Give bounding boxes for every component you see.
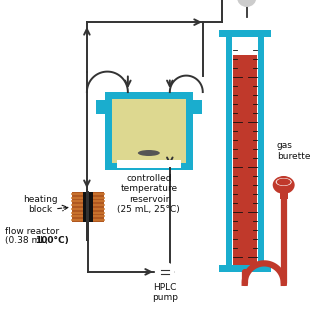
Circle shape	[238, 0, 256, 6]
Bar	[117, 160, 181, 168]
Ellipse shape	[274, 177, 294, 193]
Bar	[219, 265, 271, 272]
Bar	[112, 99, 186, 163]
Text: 100°C): 100°C)	[35, 236, 69, 245]
Text: gas
burette: gas burette	[277, 141, 310, 161]
Text: (0.38 mL,: (0.38 mL,	[5, 236, 51, 245]
Bar	[258, 37, 264, 265]
Bar	[219, 30, 271, 37]
Bar	[226, 37, 232, 265]
Text: flow reactor: flow reactor	[5, 227, 59, 236]
Text: controlled
temperature
reservoir
(25 mL, 25°C): controlled temperature reservoir (25 mL,…	[117, 174, 180, 214]
Ellipse shape	[276, 178, 292, 186]
Bar	[186, 92, 193, 170]
Text: HPLC
pump: HPLC pump	[152, 283, 178, 302]
Bar	[105, 92, 112, 170]
Bar	[233, 21, 257, 30]
Bar	[233, 55, 257, 265]
Bar	[96, 100, 105, 114]
Polygon shape	[229, 17, 261, 21]
Bar	[105, 92, 193, 99]
Ellipse shape	[138, 150, 160, 156]
Text: heating
block: heating block	[23, 195, 57, 214]
Bar	[193, 100, 202, 114]
Bar	[83, 192, 93, 222]
Bar	[105, 163, 193, 170]
Ellipse shape	[273, 176, 295, 194]
Bar	[72, 192, 104, 222]
Bar	[233, 37, 257, 55]
Circle shape	[156, 263, 174, 281]
Bar	[280, 185, 288, 199]
Ellipse shape	[277, 179, 291, 185]
